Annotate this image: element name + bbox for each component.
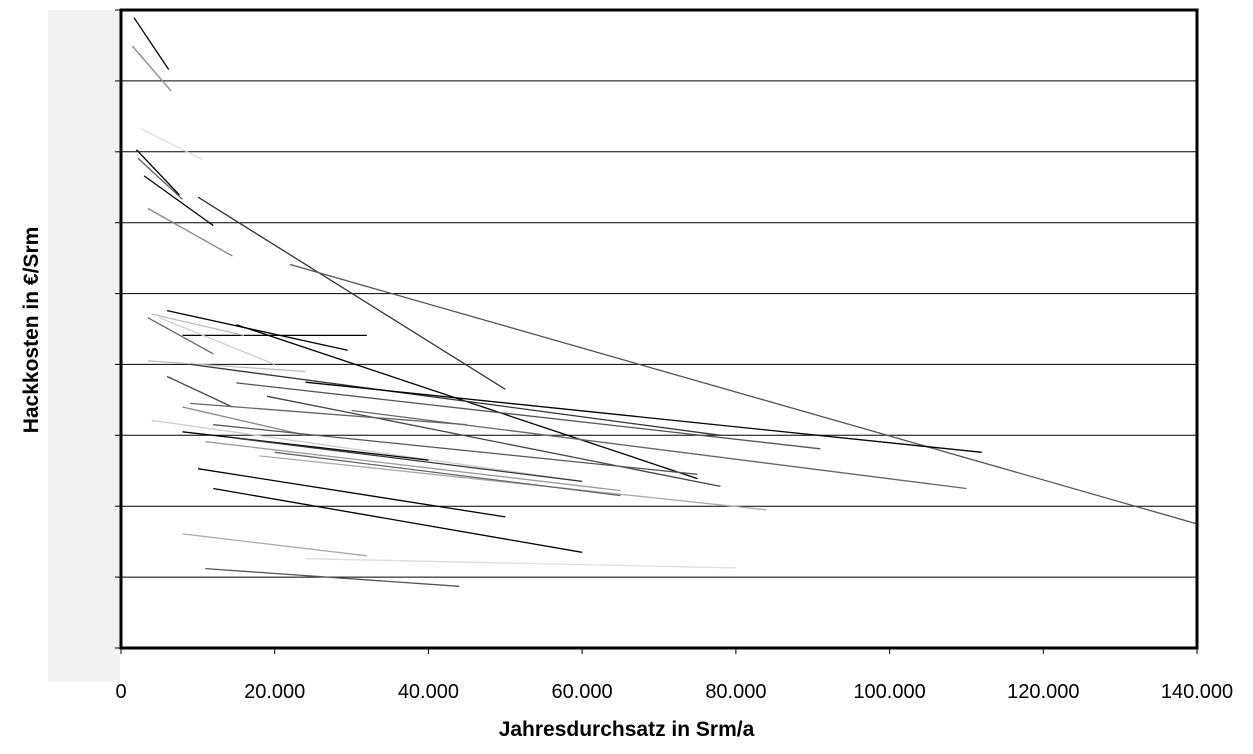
series-line-35 bbox=[305, 558, 736, 569]
series-line-12 bbox=[147, 317, 214, 355]
series-line-9 bbox=[289, 263, 1198, 525]
x-tick-label-0: 0 bbox=[115, 681, 126, 703]
series-line-3 bbox=[139, 127, 203, 161]
series-line-20 bbox=[236, 382, 821, 450]
grid-lines bbox=[121, 80, 1197, 578]
series-line-13 bbox=[151, 313, 245, 337]
y-axis-backdrop bbox=[48, 10, 120, 682]
series-line-27 bbox=[182, 431, 429, 461]
series-line-17 bbox=[166, 375, 233, 408]
plot-area bbox=[121, 10, 1197, 648]
series-line-16 bbox=[147, 360, 306, 373]
series-line-31 bbox=[274, 451, 621, 497]
x-tick-label-6: 120.000 bbox=[1007, 681, 1079, 703]
x-tick-label-5: 100.000 bbox=[853, 681, 925, 703]
axes: 0 20.000 40.000 60.000 80.000 100.000 120.000 1… bbox=[115, 9, 1233, 703]
series-line-7 bbox=[147, 207, 233, 257]
series-line-28 bbox=[205, 441, 621, 492]
series-line-19 bbox=[305, 381, 982, 453]
series-line-8 bbox=[197, 196, 506, 390]
x-tick-label-1: 20.000 bbox=[244, 681, 305, 703]
x-tick-label-7: 140.000 bbox=[1161, 681, 1233, 703]
series-line-26 bbox=[213, 424, 698, 475]
x-tick-label-4: 80.000 bbox=[705, 681, 766, 703]
x-axis-title: Jahresdurchsatz in Srm/a bbox=[498, 718, 755, 741]
series-line-1 bbox=[133, 17, 170, 70]
series-line-18 bbox=[190, 363, 721, 436]
series-line-14 bbox=[159, 317, 275, 366]
series-line-30 bbox=[259, 455, 767, 511]
series-line-34 bbox=[182, 533, 367, 557]
plot-frame bbox=[119, 8, 1199, 650]
series-line-32 bbox=[197, 468, 506, 518]
series-line-23 bbox=[351, 409, 967, 490]
series-line-36 bbox=[205, 567, 460, 587]
series-line-21 bbox=[266, 395, 721, 488]
y-axis-title: Hackkosten in €/Srm bbox=[20, 226, 43, 434]
series-layer bbox=[132, 17, 1198, 587]
series-line-29 bbox=[236, 437, 583, 483]
series-line-5 bbox=[137, 157, 183, 200]
x-tick-label-2: 40.000 bbox=[398, 681, 459, 703]
series-line-6 bbox=[143, 175, 214, 227]
series-line-24 bbox=[182, 406, 306, 436]
series-line-4 bbox=[135, 149, 180, 196]
x-tick-label-3: 60.000 bbox=[552, 681, 613, 703]
series-line-33 bbox=[213, 487, 583, 553]
series-line-25 bbox=[151, 419, 583, 483]
y-axis-title-box: Hackkosten in €/Srm bbox=[12, 180, 52, 480]
series-line-10 bbox=[166, 309, 348, 351]
series-line-2 bbox=[132, 45, 172, 92]
series-line-22 bbox=[190, 402, 467, 426]
